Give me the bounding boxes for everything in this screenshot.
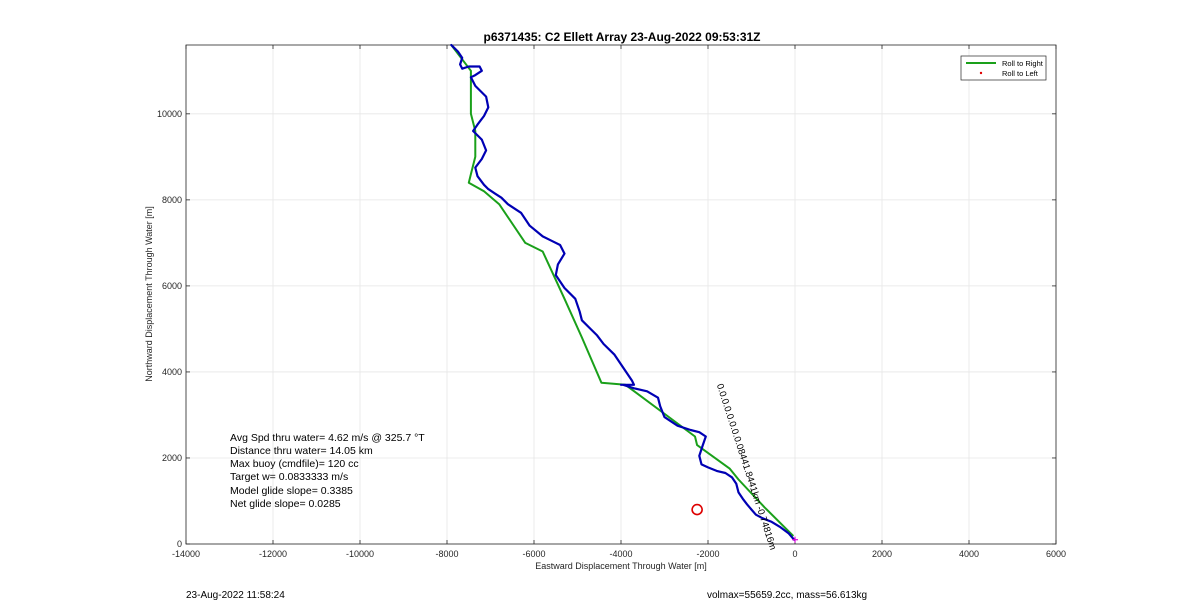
stats-distance: Distance thru water= 14.05 km: [230, 445, 373, 457]
x-tick-label: -14000: [172, 549, 200, 559]
legend-label-roll-left: Roll to Left: [1002, 69, 1039, 78]
legend: Roll to Right Roll to Left: [960, 55, 1047, 81]
x-tick-label: -2000: [696, 549, 719, 559]
chart-title: p6371435: C2 Ellett Array 23-Aug-2022 09…: [483, 30, 760, 44]
series-line-track: [450, 43, 796, 541]
x-tick-label: -12000: [259, 549, 287, 559]
x-tick-label: 4000: [959, 549, 979, 559]
y-tick-label: 0: [177, 539, 182, 549]
stats-avg-speed: Avg Spd thru water= 4.62 m/s @ 325.7 °T: [230, 432, 425, 444]
y-tick-label: 6000: [162, 281, 182, 291]
footer-volmass: volmax=55659.2cc, mass=56.613kg: [707, 590, 867, 601]
annotation-layer: 0.0.0.0.0.0.0.0.08441.8441km -0.74816m: [714, 382, 778, 551]
y-tick-label: 10000: [157, 109, 182, 119]
x-tick-label: 2000: [872, 549, 892, 559]
stats-target-w: Target w= 0.0833333 m/s: [230, 471, 348, 483]
footer-timestamp: 23-Aug-2022 11:58:24: [186, 590, 285, 601]
x-tick-label: -4000: [609, 549, 632, 559]
x-tick-label: 6000: [1046, 549, 1066, 559]
track-annotation: 0.0.0.0.0.0.0.0.08441.8441km -0.74816m: [714, 382, 778, 551]
y-tick-label: 2000: [162, 453, 182, 463]
y-tick-label: 8000: [162, 195, 182, 205]
x-tick-label: -8000: [435, 549, 458, 559]
series-layer: [450, 43, 796, 541]
x-tick-label: 0: [792, 549, 797, 559]
legend-label-roll-right: Roll to Right: [1002, 59, 1044, 68]
x-axis-label: Eastward Displacement Through Water [m]: [535, 561, 707, 571]
tick-layer: -14000 -12000 -10000 -8000 -6000 -4000 -2000 0 2…: [157, 45, 1066, 559]
start-marker: [792, 536, 798, 543]
legend-box: [960, 55, 1047, 81]
stats-net-glide: Net glide slope= 0.0285: [230, 498, 341, 510]
marker-layer: [691, 503, 798, 543]
stats-block: Avg Spd thru water= 4.62 m/s @ 325.7 °T …: [230, 432, 425, 510]
series-line-roll-to-right: [450, 44, 794, 537]
y-axis-label: Northward Displacement Through Water [m]: [144, 206, 154, 382]
legend-dot-roll-left: [979, 71, 983, 75]
x-tick-label: -6000: [522, 549, 545, 559]
target-circle: [691, 503, 703, 516]
y-tick-label: 4000: [162, 367, 182, 377]
x-tick-label: -10000: [346, 549, 374, 559]
stats-model-glide: Model glide slope= 0.3385: [230, 485, 353, 497]
stats-max-buoy: Max buoy (cmdfile)= 120 cc: [230, 458, 359, 470]
